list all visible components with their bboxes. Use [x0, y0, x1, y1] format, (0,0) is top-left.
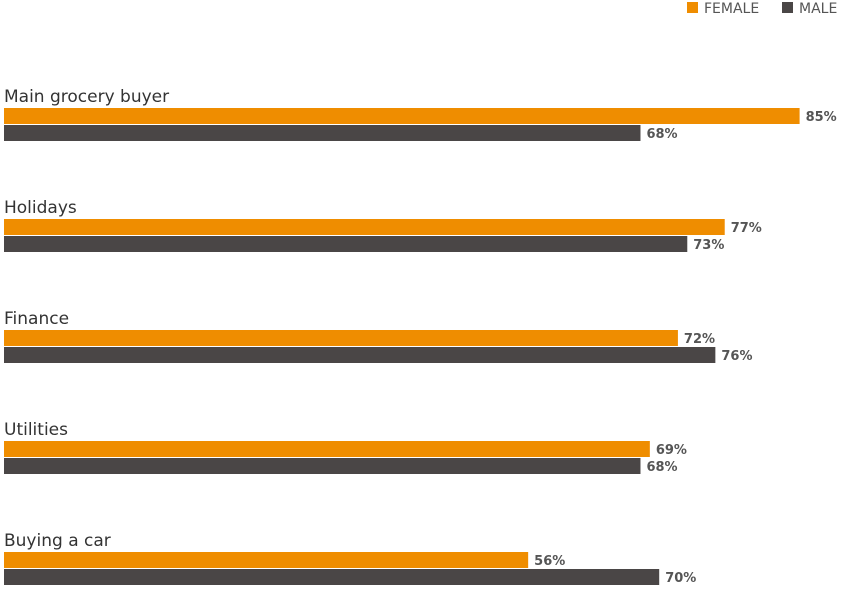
value-label-male: 73%	[693, 238, 724, 253]
value-label-female: 69%	[656, 443, 687, 458]
category-label: Utilities	[4, 420, 68, 440]
value-label-male: 68%	[646, 127, 677, 142]
category-label: Main grocery buyer	[4, 87, 169, 107]
legend-label-female: FEMALE	[704, 1, 759, 17]
category-label: Holidays	[4, 198, 77, 218]
value-label-female: 56%	[534, 554, 565, 569]
value-label-female: 72%	[684, 332, 715, 347]
bar-male	[4, 347, 716, 363]
bar-female	[4, 108, 800, 124]
value-label-female: 77%	[731, 221, 762, 236]
legend: FEMALE MALE	[687, 1, 837, 17]
bar-male	[4, 125, 641, 141]
legend-swatch-male	[782, 2, 793, 13]
plot-area: Main grocery buyer 85% 68% Holidays 77% 73% Fi…	[4, 87, 837, 586]
bar-male	[4, 458, 641, 474]
bar-male	[4, 236, 688, 252]
value-label-female: 85%	[806, 110, 837, 125]
bar-male	[4, 569, 660, 585]
legend-label-male: MALE	[799, 1, 837, 17]
value-label-male: 70%	[665, 571, 696, 586]
category-label: Finance	[4, 309, 69, 329]
bar-female	[4, 552, 529, 568]
bar-female	[4, 219, 725, 235]
category-label: Buying a car	[4, 531, 111, 551]
value-label-male: 76%	[721, 349, 752, 364]
bar-female	[4, 441, 650, 457]
legend-swatch-female	[687, 2, 698, 13]
value-label-male: 68%	[646, 460, 677, 475]
bar-female	[4, 330, 678, 346]
